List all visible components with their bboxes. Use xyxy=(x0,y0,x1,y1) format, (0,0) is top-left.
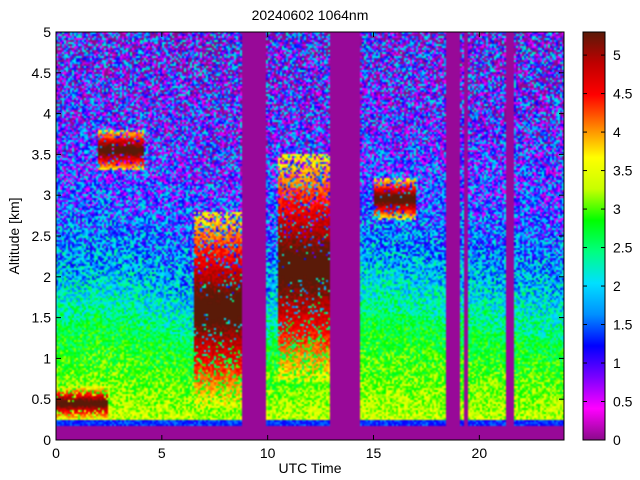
colorbar-tick-label: 3 xyxy=(613,201,621,217)
colorbar: 0 0.5 1 1.5 2 2.5 3 3.5 4 4.5 5 xyxy=(582,31,633,448)
y-tick-label: 4.5 xyxy=(32,65,52,81)
y-axis-ticks: 0 0.5 1 1.5 2 2.5 3 3.5 4 4.5 5 xyxy=(32,24,564,448)
colorbar-tick-label: 1.5 xyxy=(613,317,633,333)
colorbar-tick-label: 5 xyxy=(613,47,621,63)
y-tick-label: 0 xyxy=(43,432,51,448)
y-tick-label: 4 xyxy=(43,106,51,122)
x-tick-label: 15 xyxy=(366,445,382,461)
y-axis-label: Altitude [km] xyxy=(6,197,22,274)
y-tick-label: 3.5 xyxy=(32,146,52,162)
colorbar-ticks: 0 0.5 1 1.5 2 2.5 3 3.5 4 4.5 5 xyxy=(583,47,633,448)
y-tick-label: 1.5 xyxy=(32,310,52,326)
x-tick-label: 0 xyxy=(52,445,60,461)
y-tick-label: 0.5 xyxy=(32,391,52,407)
x-tick-label: 20 xyxy=(472,445,488,461)
colorbar-tick-label: 4 xyxy=(613,124,621,140)
heatmap-image xyxy=(56,32,564,440)
colorbar-tick-label: 0 xyxy=(613,432,621,448)
colorbar-tick-label: 2 xyxy=(613,278,621,294)
colorbar-tick-label: 3.5 xyxy=(613,163,633,179)
colorbar-gradient xyxy=(582,31,606,441)
y-tick-label: 5 xyxy=(43,24,51,40)
heatmap-area xyxy=(56,32,564,440)
colorbar-tick-label: 1 xyxy=(613,355,621,371)
x-axis-label: UTC Time xyxy=(279,460,342,476)
x-axis-ticks: 0 5 10 15 20 xyxy=(52,32,487,461)
y-tick-label: 2 xyxy=(43,269,51,285)
x-tick-label: 5 xyxy=(158,445,166,461)
chart-title: 20240602 1064nm xyxy=(252,7,369,23)
y-tick-label: 1 xyxy=(43,350,51,366)
colorbar-tick-label: 0.5 xyxy=(613,394,633,410)
colorbar-tick-label: 2.5 xyxy=(613,240,633,256)
y-tick-label: 2.5 xyxy=(32,228,52,244)
y-tick-label: 3 xyxy=(43,187,51,203)
colorbar-tick-label: 4.5 xyxy=(613,86,633,102)
x-tick-label: 10 xyxy=(260,445,276,461)
